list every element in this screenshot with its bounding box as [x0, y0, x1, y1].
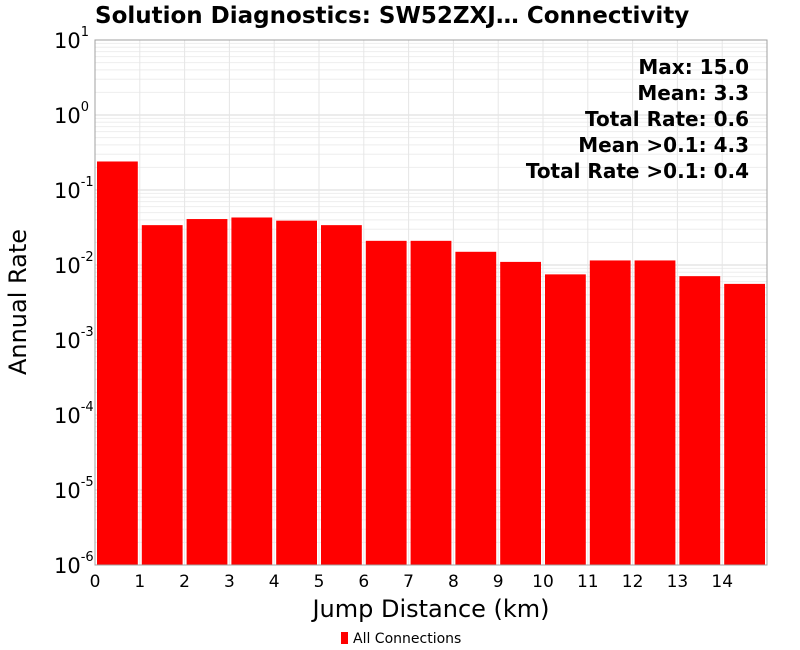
bar	[97, 161, 138, 565]
y-tick-exponent: -3	[81, 325, 94, 340]
x-tick-label: 13	[667, 572, 689, 592]
x-axis-label: Jump Distance (km)	[310, 595, 549, 623]
bar	[724, 283, 765, 565]
y-tick-text: 10-3	[54, 325, 94, 353]
bar	[589, 260, 631, 565]
y-tick-text: 10-4	[54, 400, 94, 428]
y-tick-text: 10-5	[54, 475, 94, 503]
y-tick-base: 10	[54, 329, 81, 353]
stat-line: Mean: 3.3	[637, 81, 749, 105]
y-tick-base: 10	[54, 254, 81, 278]
y-tick-base: 10	[54, 404, 81, 428]
x-tick-label: 11	[577, 572, 599, 592]
plot-border	[94, 39, 768, 566]
stat-line: Total Rate: 0.6	[585, 107, 749, 131]
stat-line: Max: 15.0	[638, 55, 749, 79]
plot-area	[94, 39, 768, 566]
bar	[545, 274, 586, 565]
bar	[365, 240, 407, 565]
legend-label: All Connections	[353, 631, 461, 647]
y-tick-label: 100	[54, 100, 89, 128]
y-tick-label: 10-3	[54, 325, 94, 353]
x-tick-label: 9	[493, 572, 504, 592]
y-tick-label: 10-4	[54, 400, 94, 428]
bar	[141, 225, 183, 565]
x-tick-label: 3	[224, 572, 235, 592]
y-tick-base: 10	[54, 479, 81, 503]
x-tick-label: 6	[358, 572, 369, 592]
y-tick-exponent: 1	[81, 25, 89, 40]
y-tick-text: 10-2	[54, 250, 94, 278]
x-tick-label: 0	[90, 572, 101, 592]
y-tick-label: 10-5	[54, 475, 94, 503]
y-tick-exponent: -6	[81, 550, 94, 565]
bar	[634, 260, 676, 565]
y-tick-text: 10-1	[54, 175, 94, 203]
bar	[186, 219, 228, 566]
x-tick-label: 1	[134, 572, 145, 592]
x-tick-label: 4	[269, 572, 280, 592]
y-tick-label: 10-1	[54, 175, 94, 203]
y-tick-exponent: -4	[81, 400, 94, 415]
x-tick-label: 7	[403, 572, 414, 592]
x-tick-label: 8	[448, 572, 459, 592]
x-tick-label: 2	[179, 572, 190, 592]
y-tick-base: 10	[54, 104, 81, 128]
y-tick-label: 10-6	[54, 550, 94, 578]
y-tick-exponent: -5	[81, 475, 94, 490]
x-tick-label: 10	[532, 572, 554, 592]
x-tick-label: 12	[622, 572, 644, 592]
bar	[231, 217, 273, 565]
x-tick-label: 14	[711, 572, 733, 592]
y-tick-base: 10	[54, 29, 81, 53]
y-tick-text: 100	[54, 100, 89, 128]
y-tick-base: 10	[54, 179, 81, 203]
y-tick-base: 10	[54, 554, 81, 578]
bars	[97, 161, 765, 566]
chart-title: Solution Diagnostics: SW52ZXJ… Connectiv…	[95, 3, 689, 29]
bar	[455, 251, 497, 565]
stat-line: Mean >0.1: 4.3	[578, 133, 749, 157]
bar	[679, 276, 721, 565]
y-tick-text: 10-6	[54, 550, 94, 578]
legend-swatch	[341, 632, 348, 644]
bar	[276, 220, 317, 565]
stat-line: Total Rate >0.1: 0.4	[526, 159, 749, 183]
y-tick-exponent: 0	[81, 100, 89, 115]
bar	[321, 225, 362, 565]
bar	[410, 240, 452, 565]
y-tick-text: 101	[54, 25, 89, 53]
y-axis-label: Annual Rate	[4, 229, 32, 375]
x-tick-label: 5	[314, 572, 325, 592]
y-tick-label: 101	[54, 25, 89, 53]
legend: All Connections	[341, 631, 461, 647]
bar	[500, 261, 541, 565]
x-axis-ticks: 0 1 2 3 4 5 6 7 8 9 10 11 12 13 14	[90, 572, 733, 592]
y-tick-label: 10-2	[54, 250, 94, 278]
y-tick-exponent: -2	[81, 250, 94, 265]
y-tick-exponent: -1	[81, 175, 94, 190]
